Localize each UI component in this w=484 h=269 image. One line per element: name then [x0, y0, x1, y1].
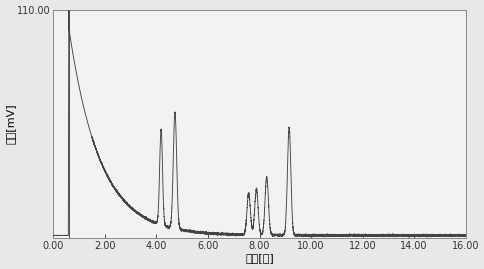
X-axis label: 시간[분]: 시간[분] [244, 253, 273, 263]
Y-axis label: 전압[mV]: 전압[mV] [5, 103, 15, 144]
